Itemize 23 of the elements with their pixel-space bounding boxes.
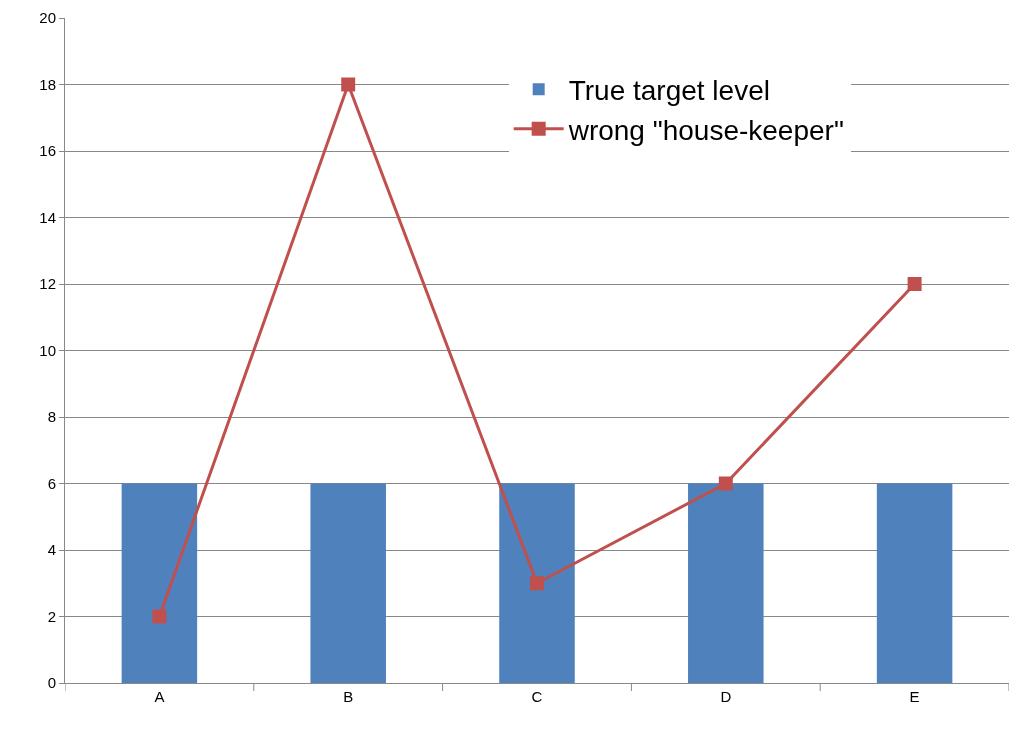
y-tick-label: 2 [47, 607, 56, 625]
point [907, 277, 922, 291]
x-tick-label: A [154, 688, 165, 705]
x-tick-label: C [531, 688, 543, 705]
point [530, 576, 544, 591]
point [341, 77, 356, 92]
y-tick-label: 16 [39, 142, 56, 160]
legend-label: wrong "house-keeper" [567, 114, 844, 146]
y-tick-label: 14 [39, 208, 56, 226]
x-tick-label: E [909, 688, 920, 705]
x-tick-label: D [720, 688, 732, 705]
y-tick-label: 6 [47, 474, 56, 492]
point [718, 476, 733, 491]
y-tick-label: 8 [47, 408, 56, 426]
y-tick-label: 0 [47, 674, 56, 692]
y-tick-label: 18 [39, 75, 56, 93]
point [152, 609, 167, 624]
legend-label: True target level [568, 75, 770, 107]
y-tick-label: 20 [39, 9, 56, 27]
x-tick-label: B [343, 688, 354, 705]
y-tick-label: 4 [47, 541, 56, 559]
y-tick-label: 12 [39, 275, 56, 293]
y-tick-label: 10 [39, 341, 56, 359]
